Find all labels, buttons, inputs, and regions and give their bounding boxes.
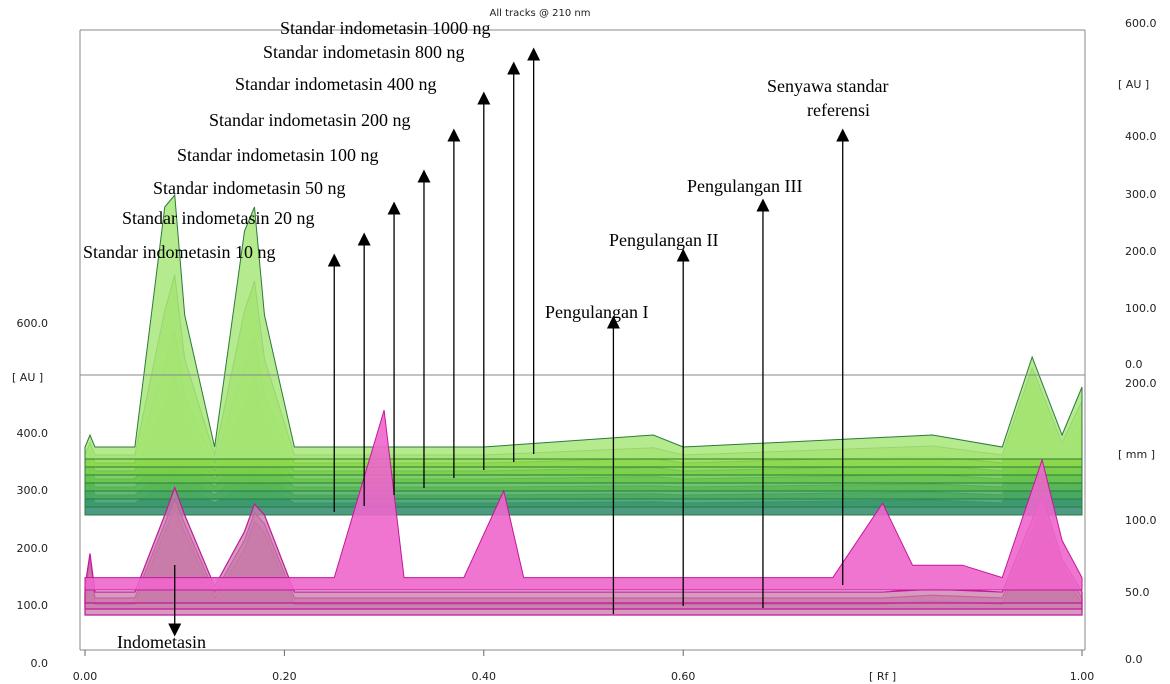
annotation-label: Standar indometasin 20 ng — [122, 208, 314, 228]
y-left-tick-label: 0.0 — [31, 657, 49, 670]
x-tick-label: 0.40 — [472, 670, 497, 683]
annotation-label: Pengulangan II — [609, 230, 718, 250]
y-right-au-tick-label: 600.0 — [1125, 17, 1157, 30]
y-left-tick-label: 200.0 — [17, 542, 49, 555]
y-right-mm-tick-label: 200.0 — [1125, 377, 1157, 390]
y-left-tick-label: 300.0 — [17, 484, 49, 497]
annotation-label: Standar indometasin 400 ng — [235, 74, 436, 94]
y-left-axis-label: [ AU ] — [12, 371, 43, 384]
y-right-au-axis-label: [ AU ] — [1118, 78, 1149, 91]
annotation-label: Standar indometasin 1000 ng — [280, 18, 490, 38]
annotation-label: Standar indometasin 10 ng — [83, 242, 275, 262]
chart-title: All tracks @ 210 nm — [490, 8, 591, 19]
annotation-label: Standar indometasin 800 ng — [263, 42, 464, 62]
annotation-label: Pengulangan I — [545, 302, 648, 322]
annotation-label: Pengulangan III — [687, 176, 802, 196]
y-right-au-tick-label: 200.0 — [1125, 245, 1157, 258]
x-tick-label: 0.60 — [671, 670, 696, 683]
y-right-mm-tick-label: 100.0 — [1125, 514, 1157, 527]
x-axis-label: [ Rf ] — [869, 670, 896, 683]
y-right-au-tick-label: 0.0 — [1125, 358, 1143, 371]
y-left-tick-label: 400.0 — [17, 427, 49, 440]
y-right-au-tick-label: 400.0 — [1125, 130, 1157, 143]
y-left-tick-label: 600.0 — [17, 317, 49, 330]
standard-trace — [84, 193, 1083, 460]
x-tick-label: 1.00 — [1070, 670, 1095, 683]
annotation-label: Indometasin — [117, 632, 206, 652]
y-right-mm-tick-label: 50.0 — [1125, 586, 1150, 599]
annotation-label: Standar indometasin 200 ng — [209, 110, 410, 130]
y-right-au-tick-label: 100.0 — [1125, 302, 1157, 315]
annotation-label: Standar indometasin 100 ng — [177, 145, 378, 165]
annotation-label: Senyawa standar — [767, 76, 888, 96]
y-right-au-tick-label: 300.0 — [1125, 188, 1157, 201]
annotation-label: referensi — [807, 100, 870, 120]
x-tick-label: 0.20 — [272, 670, 297, 683]
y-right-mm-axis-label: [ mm ] — [1118, 448, 1155, 461]
reference-trace — [84, 410, 1083, 591]
annotation-label: Standar indometasin 50 ng — [153, 178, 345, 198]
y-left-tick-label: 100.0 — [17, 599, 49, 612]
x-tick-label: 0.00 — [73, 670, 98, 683]
y-right-bottom-zero-label: 0.0 — [1125, 653, 1143, 666]
